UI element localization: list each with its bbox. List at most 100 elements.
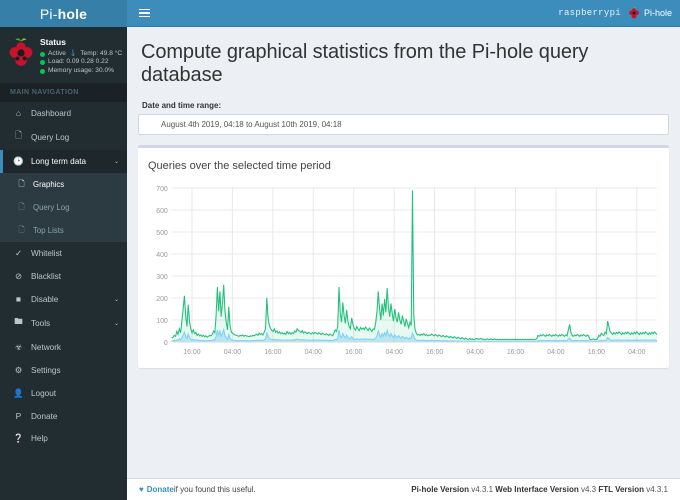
sidebar-item-label: Long term data — [31, 157, 87, 167]
navbar-right: raspberrypi Pi-hole — [558, 6, 672, 21]
sidebar-link-long-term-data[interactable]: 🕑 Long term data ⌄ — [0, 150, 127, 174]
chevron-down-icon: ⌄ — [113, 296, 119, 303]
chart-canvas: 0 100 200 300 400 500 600 700 16:00 04:00 16:00 04:… — [156, 186, 658, 356]
sidebar-link-disable[interactable]: ■ Disable ⌄ — [0, 288, 127, 310]
folder-icon: 🖿 — [14, 316, 23, 327]
stop-icon: ■ — [15, 294, 22, 305]
sidebar-subitem-query-log[interactable]: 🗋 Query Log — [0, 196, 127, 219]
status-memory-line: Memory usage: 30.0% — [40, 67, 122, 75]
hostname-label: raspberrypi — [558, 8, 621, 18]
footer-versions: Pi-hole Version v4.3.1 Web Interface Ver… — [411, 485, 668, 494]
sidebar-item-label: Settings — [31, 366, 61, 376]
heart-icon: ♥ — [139, 485, 144, 494]
navbar-brand[interactable]: Pi-hole — [628, 6, 672, 21]
sidebar-item-disable[interactable]: ■ Disable ⌄ — [0, 288, 127, 310]
sidebar-item-blacklist[interactable]: ⊘ Blacklist — [0, 265, 127, 288]
sidebar-item-donate[interactable]: P Donate — [0, 405, 127, 427]
sidebar-item-whitelist[interactable]: ✓ Whitelist — [0, 242, 127, 265]
list-icon: 🗋 — [18, 225, 25, 235]
status-load-line: Load: 0.09 0.28 0.22 — [40, 58, 122, 66]
y-axis-tick: 500 — [156, 230, 168, 237]
sidebar-item-label: Disable — [31, 294, 59, 304]
content-wrapper: Compute graphical statistics from the Pi… — [127, 27, 680, 500]
x-axis-tick: 16:00 — [183, 349, 200, 356]
x-axis-tick: 16:00 — [264, 349, 281, 356]
sidebar-item-label: Tools — [31, 318, 51, 328]
queries-over-time-chart[interactable]: 0 100 200 300 400 500 600 700 16:00 04:00 16:00 04:… — [146, 182, 661, 360]
chart-box: Queries over the selected time period 0 1… — [138, 145, 669, 368]
sidebar-link-settings[interactable]: ⚙ Settings — [0, 359, 127, 382]
chart-box-header: Queries over the selected time period — [138, 148, 669, 178]
status-active-line: Active 🌡 Temp: 49.8 °C — [40, 50, 122, 58]
sidebar-link-whitelist[interactable]: ✓ Whitelist — [0, 242, 127, 265]
footer-left: ♥ Donate if you found this useful. — [139, 485, 256, 494]
x-axis-tick: 16:00 — [345, 349, 362, 356]
ban-icon: ⊘ — [14, 271, 23, 282]
y-axis-tick: 300 — [156, 274, 168, 281]
sidebar-sublink-top-lists[interactable]: 🗋 Top Lists — [0, 219, 127, 242]
sidebar-item-label: Logout — [31, 389, 57, 399]
sidebar-item-long-term-data[interactable]: 🕑 Long term data ⌄ 🗋 Graphics 🗋 Query Lo… — [0, 150, 127, 243]
sidebar-link-network[interactable]: ☣ Network — [0, 336, 127, 359]
check-circle-icon: ✓ — [14, 248, 23, 259]
sidebar-item-query-log[interactable]: 🗋 Query Log — [0, 124, 127, 150]
sidebar-subitem-top-lists[interactable]: 🗋 Top Lists — [0, 219, 127, 242]
donate-link[interactable]: Donate — [146, 485, 174, 494]
sidebar-item-network[interactable]: ☣ Network — [0, 336, 127, 359]
sidebar-item-tools[interactable]: 🖿 Tools ⌄ — [0, 310, 127, 336]
sidebar-subitem-label: Graphics — [33, 180, 65, 190]
sidebar-item-label: Donate — [31, 411, 58, 421]
ftl-version-label: FTL Version — [598, 485, 644, 494]
blocked-queries-line — [171, 327, 658, 343]
x-axis-tick: 04:00 — [628, 349, 645, 356]
footer-donate-tail: if you found this useful. — [173, 485, 256, 494]
sidebar-sublink-query-log[interactable]: 🗋 Query Log — [0, 196, 127, 219]
status-dot-icon — [40, 68, 45, 74]
x-axis-tick: 04:00 — [547, 349, 564, 356]
sidebar-link-help[interactable]: ❔ Help — [0, 427, 127, 450]
ftl-version-value: v4.3.1 — [646, 485, 668, 494]
date-range-group[interactable] — [138, 114, 669, 135]
sidebar-link-dashboard[interactable]: ⌂ Dashboard — [0, 102, 127, 124]
chevron-down-icon: ⌄ — [113, 320, 119, 327]
sidebar-item-dashboard[interactable]: ⌂ Dashboard — [0, 102, 127, 124]
footer: ♥ Donate if you found this useful. Pi-ho… — [127, 478, 680, 500]
pihole-version-label: Pi-hole Version — [411, 485, 470, 494]
chart-icon: 🗋 — [18, 179, 25, 189]
sidebar-subitem-label: Query Log — [33, 203, 70, 213]
sidebar-subitem-graphics[interactable]: 🗋 Graphics — [0, 173, 127, 196]
sidebar-item-label: Network — [31, 343, 62, 353]
gear-icon: ⚙ — [14, 365, 23, 376]
status-text: Status Active 🌡 Temp: 49.8 °C Load: 0.09… — [40, 36, 122, 75]
sidebar-link-blacklist[interactable]: ⊘ Blacklist — [0, 265, 127, 288]
raspberry-pi-logo-icon — [9, 38, 33, 66]
y-axis-tick: 400 — [156, 252, 168, 259]
brand-logo-bold: hole — [57, 5, 88, 22]
content: Compute graphical statistics from the Pi… — [127, 27, 680, 478]
sidebar-link-tools[interactable]: 🖿 Tools ⌄ — [0, 310, 127, 336]
thermometer-icon: 🌡 — [68, 50, 78, 57]
question-circle-icon: ❔ — [13, 433, 24, 444]
sidebar-item-label: Query Log — [31, 132, 70, 142]
sidebar-item-label: Blacklist — [31, 272, 62, 282]
top-bar: Pi-hole raspberrypi — [0, 0, 680, 27]
x-axis-tick: 04:00 — [386, 349, 403, 356]
sidebar-link-donate[interactable]: P Donate — [0, 405, 127, 427]
sidebar-item-logout[interactable]: 👤 Logout — [0, 382, 127, 405]
sidebar-item-help[interactable]: ❔ Help — [0, 427, 127, 450]
web-version-value: v4.3 — [580, 485, 597, 494]
sidebar-item-settings[interactable]: ⚙ Settings — [0, 359, 127, 382]
brand-logo[interactable]: Pi-hole — [0, 0, 127, 27]
sidebar-link-logout[interactable]: 👤 Logout — [0, 382, 127, 405]
y-axis-tick: 100 — [156, 318, 168, 325]
sidebar-sublink-graphics[interactable]: 🗋 Graphics — [0, 173, 127, 196]
x-axis-tick: 16:00 — [588, 349, 605, 356]
x-axis-tick: 04:00 — [305, 349, 322, 356]
date-range-input[interactable] — [155, 114, 669, 135]
status-dot-icon — [40, 60, 45, 66]
status-title: Status — [40, 37, 66, 47]
page-body: Status Active 🌡 Temp: 49.8 °C Load: 0.09… — [0, 27, 680, 500]
sidebar-toggle-icon[interactable] — [133, 2, 155, 24]
sidebar-link-query-log[interactable]: 🗋 Query Log — [0, 124, 127, 150]
